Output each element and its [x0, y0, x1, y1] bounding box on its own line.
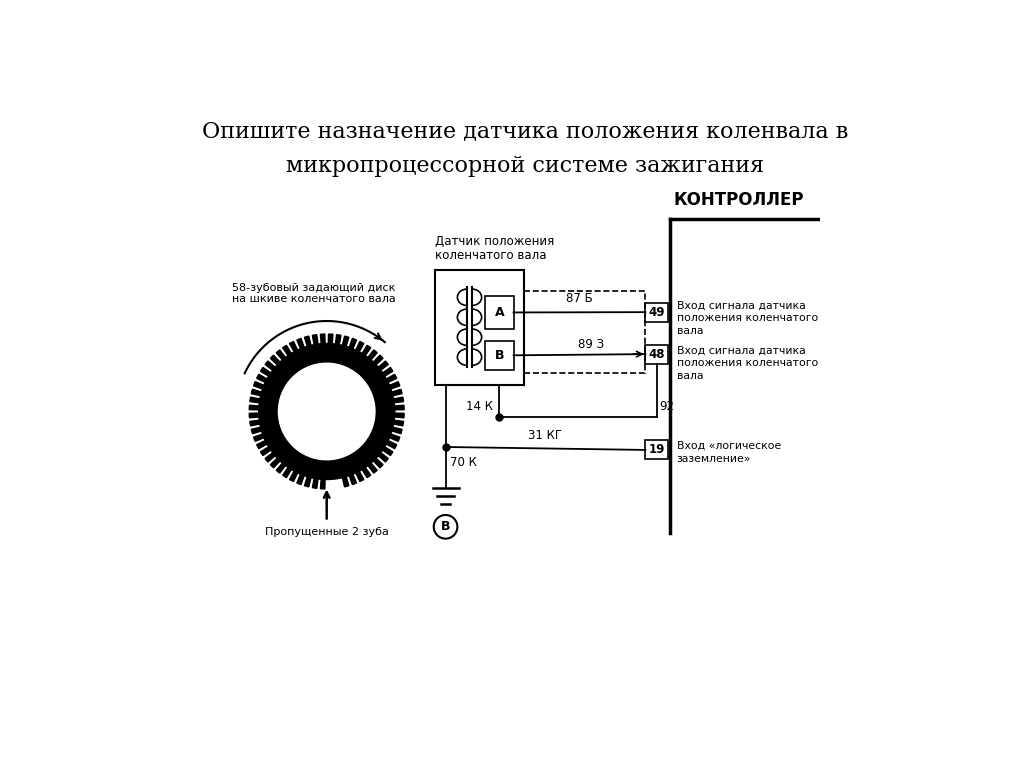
Text: 31 КГ: 31 КГ [528, 429, 562, 442]
Polygon shape [312, 478, 318, 488]
Text: 87 Б: 87 Б [566, 293, 593, 306]
Polygon shape [389, 434, 399, 442]
Polygon shape [355, 472, 364, 482]
Polygon shape [260, 447, 270, 455]
Polygon shape [312, 335, 318, 345]
Polygon shape [394, 413, 404, 418]
Polygon shape [321, 479, 325, 489]
Text: 92: 92 [659, 399, 675, 412]
Text: Датчик положения
коленчатого вала: Датчик положения коленчатого вала [435, 234, 554, 263]
Polygon shape [270, 355, 280, 365]
Polygon shape [249, 406, 259, 410]
Polygon shape [321, 334, 325, 344]
Polygon shape [392, 389, 402, 396]
Polygon shape [290, 472, 298, 482]
Text: 70 К: 70 К [451, 456, 477, 468]
Polygon shape [378, 361, 388, 370]
Text: Вход сигнала датчика
положения коленчатого
вала: Вход сигнала датчика положения коленчато… [677, 346, 818, 381]
FancyBboxPatch shape [645, 303, 668, 322]
Text: 48: 48 [648, 348, 665, 361]
Polygon shape [329, 334, 333, 344]
Polygon shape [349, 339, 356, 349]
Polygon shape [304, 336, 311, 346]
Polygon shape [254, 434, 264, 442]
Polygon shape [276, 463, 286, 473]
Polygon shape [362, 468, 371, 478]
Text: Вход «логическое
заземление»: Вход «логическое заземление» [677, 441, 781, 464]
Text: 89 З: 89 З [579, 338, 604, 350]
Text: 19: 19 [648, 443, 665, 456]
Text: Вход сигнала датчика
положения коленчатого
вала: Вход сигнала датчика положения коленчато… [677, 300, 818, 336]
Polygon shape [270, 458, 280, 468]
Polygon shape [393, 420, 403, 425]
Polygon shape [336, 335, 341, 345]
FancyBboxPatch shape [485, 340, 514, 370]
Text: микропроцессорной системе зажигания: микропроцессорной системе зажигания [286, 155, 764, 177]
Text: В: В [495, 349, 504, 362]
Polygon shape [368, 463, 377, 473]
Text: 14 К: 14 К [467, 399, 494, 412]
Polygon shape [297, 339, 304, 349]
Polygon shape [249, 413, 259, 418]
Polygon shape [265, 453, 275, 462]
Polygon shape [257, 441, 267, 449]
FancyBboxPatch shape [435, 270, 523, 385]
Polygon shape [260, 367, 270, 376]
Polygon shape [394, 406, 404, 410]
Polygon shape [386, 374, 396, 382]
Polygon shape [297, 475, 304, 485]
Polygon shape [378, 453, 388, 462]
Polygon shape [386, 441, 396, 449]
Polygon shape [368, 350, 377, 360]
Circle shape [434, 515, 458, 538]
Text: КОНТРОЛЛЕР: КОНТРОЛЛЕР [674, 190, 805, 209]
Polygon shape [259, 343, 394, 479]
Polygon shape [290, 342, 298, 352]
Polygon shape [393, 397, 403, 402]
Polygon shape [355, 342, 364, 352]
Polygon shape [383, 447, 393, 455]
Text: Опишите назначение датчика положения коленвала в: Опишите назначение датчика положения кол… [202, 120, 848, 141]
Polygon shape [251, 427, 261, 434]
Text: В: В [440, 520, 451, 533]
Text: А: А [495, 306, 504, 319]
Polygon shape [342, 477, 349, 487]
Polygon shape [257, 374, 267, 382]
Polygon shape [349, 475, 356, 485]
Polygon shape [392, 427, 402, 434]
Polygon shape [276, 350, 286, 360]
Circle shape [279, 363, 375, 460]
FancyBboxPatch shape [645, 441, 668, 459]
Text: Пропущенные 2 зуба: Пропущенные 2 зуба [265, 528, 389, 538]
Polygon shape [250, 397, 260, 402]
Text: 58-зубовый задающий диск
на шкиве коленчатого вала: 58-зубовый задающий диск на шкиве коленч… [232, 283, 396, 304]
Polygon shape [251, 389, 261, 396]
Polygon shape [265, 361, 275, 370]
Polygon shape [374, 355, 383, 365]
Polygon shape [383, 367, 393, 376]
FancyBboxPatch shape [645, 345, 668, 363]
Polygon shape [374, 458, 383, 468]
Polygon shape [250, 420, 260, 425]
Polygon shape [362, 346, 371, 356]
FancyBboxPatch shape [485, 296, 514, 329]
Polygon shape [389, 382, 399, 389]
Polygon shape [283, 468, 291, 478]
Polygon shape [254, 382, 264, 389]
Polygon shape [283, 346, 291, 356]
Text: 49: 49 [648, 306, 665, 319]
Polygon shape [342, 336, 349, 346]
Polygon shape [304, 477, 311, 487]
